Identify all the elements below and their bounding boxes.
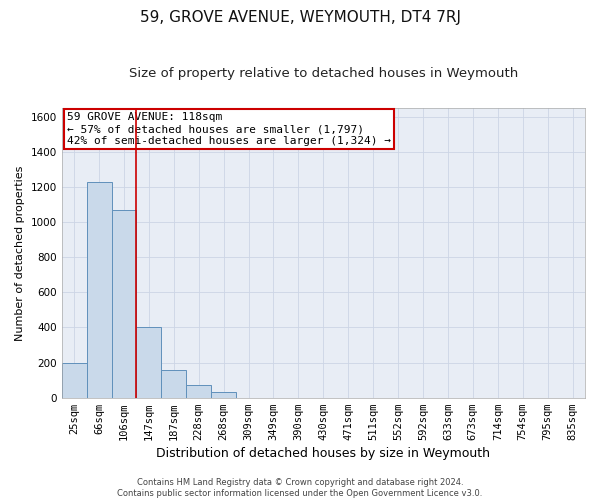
Text: 59, GROVE AVENUE, WEYMOUTH, DT4 7RJ: 59, GROVE AVENUE, WEYMOUTH, DT4 7RJ (139, 10, 461, 25)
X-axis label: Distribution of detached houses by size in Weymouth: Distribution of detached houses by size … (157, 447, 490, 460)
Y-axis label: Number of detached properties: Number of detached properties (15, 165, 25, 340)
Bar (86, 182, 112, 398)
Bar (112, 210, 136, 398)
Bar (211, 392, 236, 398)
Title: Size of property relative to detached houses in Weymouth: Size of property relative to detached ho… (129, 68, 518, 80)
Text: Contains HM Land Registry data © Crown copyright and database right 2024.
Contai: Contains HM Land Registry data © Crown c… (118, 478, 482, 498)
Bar (62, 362, 86, 398)
Text: 59 GROVE AVENUE: 118sqm
← 57% of detached houses are smaller (1,797)
42% of semi: 59 GROVE AVENUE: 118sqm ← 57% of detache… (67, 112, 391, 146)
Bar (136, 328, 161, 398)
Bar (186, 386, 211, 398)
Bar (161, 370, 186, 398)
